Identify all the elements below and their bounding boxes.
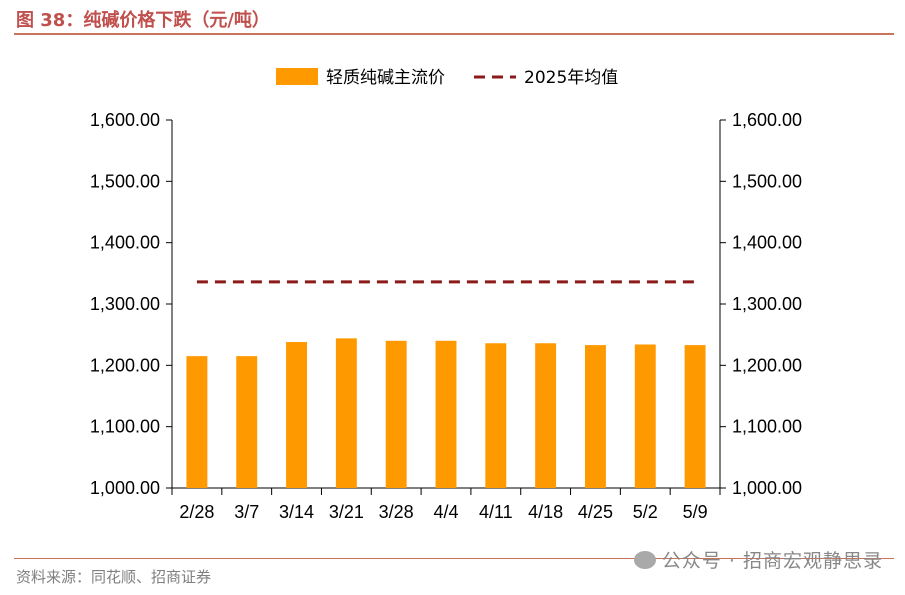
- legend-label-bar: 轻质纯碱主流价: [326, 68, 445, 88]
- y-tick-label-left: 1,400.00: [90, 233, 160, 253]
- y-tick-label-right: 1,300.00: [732, 294, 802, 314]
- y-tick-label-left: 1,300.00: [90, 294, 160, 314]
- y-tick-label-right: 1,500.00: [732, 171, 802, 191]
- x-tick-label: 2/28: [179, 502, 214, 522]
- y-tick-label-left: 1,000.00: [90, 478, 160, 498]
- y-tick-label-right: 1,200.00: [732, 355, 802, 375]
- x-tick-label: 3/7: [234, 502, 259, 522]
- figure-title: 图 38：纯碱价格下跌（元/吨）: [16, 10, 270, 31]
- y-tick-label-right: 1,400.00: [732, 233, 802, 253]
- bar: [186, 356, 208, 488]
- y-tick-label-left: 1,600.00: [90, 110, 160, 130]
- x-tick-label: 3/28: [379, 502, 414, 522]
- bar: [485, 343, 507, 488]
- y-tick-label-left: 1,500.00: [90, 171, 160, 191]
- y-tick-label-right: 1,100.00: [732, 417, 802, 437]
- bar: [236, 356, 258, 488]
- y-tick-label-left: 1,200.00: [90, 355, 160, 375]
- bar: [385, 340, 407, 488]
- title-underline: [14, 33, 894, 35]
- watermark-text: 公众号 · 招商宏观静思录: [661, 550, 883, 572]
- source-note: 资料来源：同花顺、招商证券: [16, 568, 212, 586]
- x-tick-label: 4/4: [433, 502, 458, 522]
- x-tick-label: 5/2: [633, 502, 658, 522]
- bar: [584, 345, 606, 488]
- x-tick-label: 4/18: [528, 502, 563, 522]
- bar: [634, 344, 656, 488]
- price-chart: 1,000.00 1,000.00 1,100.00 1,100.00 1,200.00…: [90, 68, 802, 522]
- legend-label-line: 2025年均值: [524, 68, 618, 88]
- x-tick-label: 3/14: [279, 502, 314, 522]
- bar: [684, 345, 706, 488]
- y-tick-label-right: 1,000.00: [732, 478, 802, 498]
- bar: [535, 343, 557, 488]
- legend-swatch-bar: [276, 68, 318, 85]
- y-tick-label-left: 1,100.00: [90, 417, 160, 437]
- x-tick-label: 3/21: [329, 502, 364, 522]
- wechat-icon: [633, 551, 656, 569]
- bar: [335, 338, 357, 488]
- bar: [435, 340, 457, 488]
- footer-divider: [14, 558, 894, 559]
- watermark: 公众号 · 招商宏观静思录: [633, 546, 883, 573]
- x-tick-label: 5/9: [683, 502, 708, 522]
- x-tick-label: 4/11: [479, 502, 513, 522]
- bar: [286, 342, 308, 488]
- y-tick-label-right: 1,600.00: [732, 110, 802, 130]
- x-tick-label: 4/25: [578, 502, 613, 522]
